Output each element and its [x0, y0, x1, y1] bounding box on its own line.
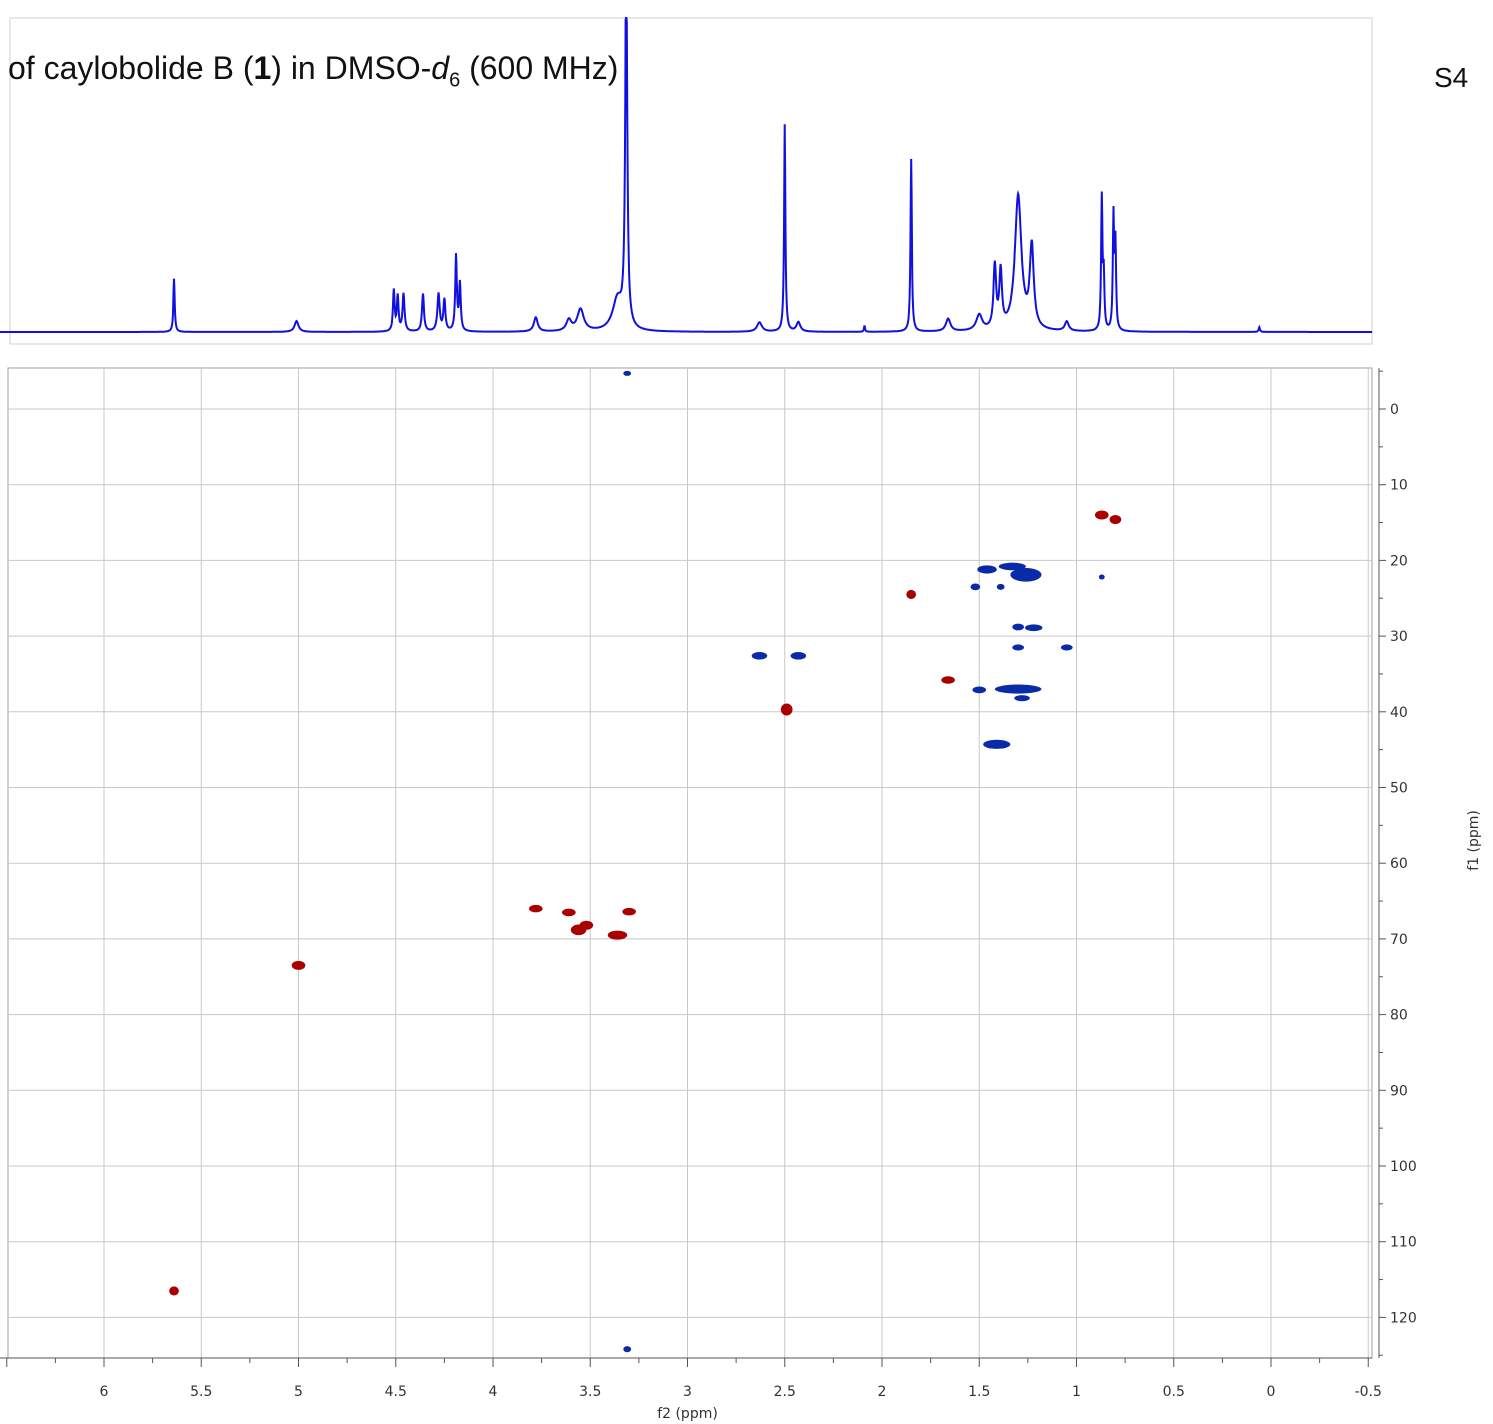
- x-tick-label: 1: [1072, 1384, 1081, 1400]
- cross-peak-positive: [169, 1286, 179, 1296]
- cross-peak-negative: [970, 583, 981, 591]
- y-axis-title: f1 (ppm): [1466, 810, 1482, 871]
- cross-peak-positive: [1094, 510, 1109, 520]
- cross-peak-negative: [1024, 624, 1043, 632]
- y-tick-label: 50: [1390, 781, 1408, 797]
- y-tick-label: 80: [1390, 1008, 1408, 1024]
- x-tick-label: 3: [683, 1384, 692, 1400]
- cross-peak-negative: [983, 739, 1011, 749]
- y-tick-label: 40: [1390, 705, 1408, 721]
- y-tick-label: 90: [1390, 1083, 1408, 1099]
- x-tick-label: 5.5: [190, 1384, 212, 1400]
- cross-peak-positive: [562, 908, 576, 917]
- x-tick-label: 6: [100, 1384, 109, 1400]
- cross-peak-negative: [623, 1346, 632, 1353]
- title-suffix: (600 MHz): [460, 50, 619, 86]
- cross-peak-negative: [623, 370, 632, 376]
- cross-peak-negative: [1010, 567, 1042, 582]
- cross-peak-positive: [622, 907, 636, 916]
- cross-peak-negative: [1014, 695, 1030, 702]
- y-tick-label: 100: [1390, 1159, 1417, 1175]
- cross-peak-positive: [528, 904, 543, 913]
- cross-peak-negative: [1098, 574, 1105, 580]
- y-tick-label: 60: [1390, 856, 1408, 872]
- projection-1h-spectrum: [0, 17, 1373, 333]
- y-tick-label: 10: [1390, 478, 1408, 494]
- cross-peak-negative: [1060, 644, 1073, 651]
- page-label: S4: [1434, 62, 1469, 93]
- title-prefix: of caylobolide B (: [8, 50, 254, 86]
- title-middle: ) in DMSO-: [271, 50, 432, 86]
- solvent-subscript: 6: [449, 69, 461, 92]
- x-tick-label: 4.5: [385, 1384, 407, 1400]
- cross-peak-positive: [607, 930, 628, 940]
- x-tick-label: 2.5: [774, 1384, 796, 1400]
- x-axis-title: f2 (ppm): [657, 1406, 718, 1422]
- cross-peak-negative: [977, 565, 997, 574]
- cross-peak-negative: [1012, 644, 1024, 651]
- x-tick-label: 1.5: [968, 1384, 990, 1400]
- x-tick-label: 0.5: [1163, 1384, 1185, 1400]
- cross-peak-positive: [579, 920, 594, 930]
- x-tick-label: 3.5: [579, 1384, 601, 1400]
- y-axis: 0 10 20 30 40 50 60 70 80 90 100 110 120: [1378, 368, 1417, 1358]
- cross-peak-negative: [996, 583, 1005, 590]
- y-tick-label: 70: [1390, 932, 1408, 948]
- y-tick-label: 110: [1390, 1235, 1417, 1251]
- compound-number: 1: [253, 50, 272, 86]
- spectrum-title: of caylobolide B (1) in DMSO-d6 (600 MHz…: [8, 50, 618, 92]
- x-tick-label: 2: [878, 1384, 887, 1400]
- x-tick-label: 4: [489, 1384, 498, 1400]
- cross-peak-negative: [994, 684, 1042, 694]
- cross-peaks: [169, 370, 1122, 1353]
- cross-peak-positive: [291, 960, 306, 970]
- cross-peak-negative: [998, 562, 1026, 571]
- x-tick-label: 5: [294, 1384, 303, 1400]
- solvent-italic: d: [431, 50, 450, 86]
- cross-peak-negative: [972, 686, 987, 694]
- y-tick-label: 0: [1390, 402, 1399, 418]
- y-tick-label: 20: [1390, 553, 1408, 569]
- cross-peak-positive: [780, 703, 793, 716]
- projection-1h-trace: [0, 17, 1373, 333]
- y-tick-label: 120: [1390, 1310, 1417, 1326]
- projection-panel-frame: [9, 17, 1373, 345]
- y-tick-label: 30: [1390, 629, 1408, 645]
- cross-peak-negative: [1012, 623, 1024, 631]
- cross-peak-negative: [790, 651, 807, 660]
- cross-peak-positive: [906, 589, 917, 600]
- cross-peak-negative: [751, 651, 768, 660]
- x-tick-label: 0: [1267, 1384, 1276, 1400]
- cross-peak-positive: [941, 676, 955, 684]
- grid: [8, 368, 1372, 1358]
- x-axis: 6 5.5 5 4.5 4 3.5 3 2.5 2 1.5 1 0.5 0 -0.5: [0, 1357, 1382, 1400]
- x-tick-label: -0.5: [1355, 1384, 1382, 1400]
- cross-peak-positive: [1109, 514, 1122, 525]
